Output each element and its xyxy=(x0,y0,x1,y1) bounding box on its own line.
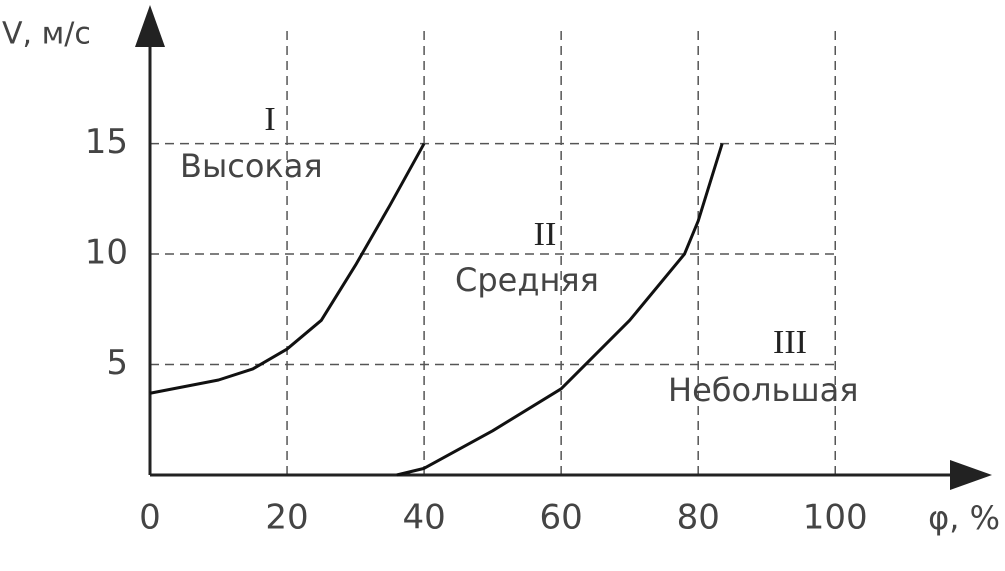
y-tick-label: 5 xyxy=(106,343,128,383)
annotation: III xyxy=(773,324,807,361)
x-tick-label: 60 xyxy=(540,498,583,538)
annotation: Небольшая xyxy=(668,371,859,409)
x-tick-label: 80 xyxy=(677,498,720,538)
annotation: Средняя xyxy=(455,261,599,299)
curve xyxy=(396,143,724,477)
x-tick-label: 100 xyxy=(803,498,868,538)
annotation: Высокая xyxy=(180,147,323,185)
y-tick-label: 15 xyxy=(85,122,128,162)
x-axis-label: φ, % xyxy=(928,499,1000,537)
x-tick-label: 40 xyxy=(402,498,445,538)
y-axis-label: V, м/с xyxy=(2,17,91,52)
curve xyxy=(149,142,426,395)
annotation: I xyxy=(264,101,275,138)
y-tick-label: 10 xyxy=(85,233,128,273)
x-tick-label: 0 xyxy=(139,498,161,538)
annotation: II xyxy=(534,216,557,253)
x-tick-label: 20 xyxy=(265,498,308,538)
